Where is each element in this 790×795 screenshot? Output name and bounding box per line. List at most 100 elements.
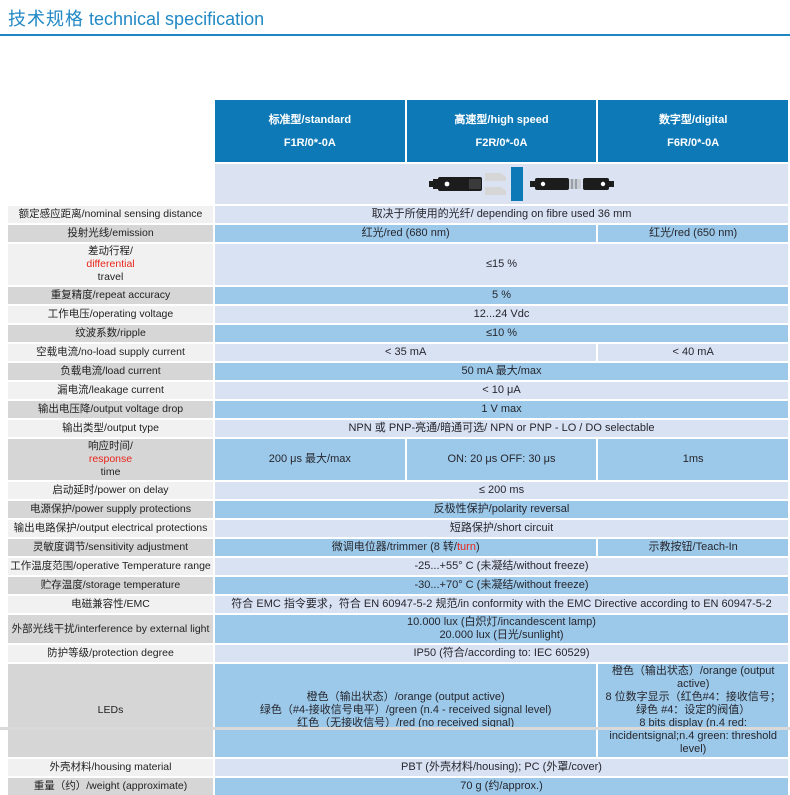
spec-table: 标准型/standard F1R/0*-0A 高速型/high speed F2…	[8, 100, 788, 795]
spec-row-label: 重量（约）/weight (approximate)	[8, 778, 213, 795]
spec-table-wrapper: 标准型/standard F1R/0*-0A 高速型/high speed F2…	[8, 100, 788, 795]
spec-value-cell: 取决于所使用的光纤/ depending on fibre used 36 mm	[215, 206, 788, 223]
spec-value-line: 200 μs 最大/max	[268, 453, 351, 465]
spec-value-line: 微调电位器/trimmer (8 转/turn)	[331, 541, 480, 553]
spec-value-line: 橙色（输出状态）/orange (output active)	[611, 665, 775, 690]
header-spacer	[8, 100, 213, 162]
spec-value-line: 红色（无接收信号）/red (no received signal)	[297, 717, 515, 729]
spec-value-line: 1 V max	[481, 403, 522, 415]
spec-value-cell: 红光/red (650 nm)	[598, 225, 788, 242]
spec-value-cell: -25...+55° C (未凝结/without freeze)	[215, 558, 788, 575]
header-model-f6r: F6R/0*-0A	[667, 137, 720, 149]
spec-row-label: 输出电压降/output voltage drop	[8, 401, 213, 418]
header-model-f2r: F2R/0*-0A	[475, 137, 528, 149]
spec-value-line: 取决于所使用的光纤/ depending on fibre used 36 mm	[371, 208, 632, 220]
spec-row-label: 启动延时/power on delay	[8, 482, 213, 499]
page-title-en: technical specification	[89, 9, 265, 29]
spec-value-line: 1ms	[682, 453, 704, 465]
spec-value-line: ≤ 200 ms	[478, 484, 525, 496]
spec-value-cell: 10.000 lux (白炽灯/incandescent lamp) 20.000…	[215, 615, 788, 643]
header-column-high-speed: 高速型/high speed F2R/0*-0A	[406, 100, 597, 162]
spec-value-line: < 35 mA	[385, 346, 427, 358]
spec-value-cell: ≤ 200 ms	[215, 482, 788, 499]
spec-row-label: 漏电流/leakage current	[8, 382, 213, 399]
spec-value-cell: 12...24 Vdc	[215, 306, 788, 323]
page-title: 技术规格 technical specification	[0, 0, 790, 36]
spec-value-line: 红光/red (650 nm)	[649, 227, 738, 239]
spec-value-cell: -30...+70° C (未凝结/without freeze)	[215, 577, 788, 594]
spec-row-label: 电源保护/power supply protections	[8, 501, 213, 518]
spec-value-line: 70 g (约/approx.)	[460, 780, 543, 792]
spec-value-cell: 5 %	[215, 287, 788, 304]
spec-row-label: 响应时间/response time	[8, 439, 213, 480]
spec-value-line: 12...24 Vdc	[473, 308, 530, 320]
spec-row-label: 贮存温度/storage temperature	[8, 577, 213, 594]
spec-row-label: 工作电压/operating voltage	[8, 306, 213, 323]
highlighted-text: response	[88, 453, 133, 465]
spec-value-line: 50 mA 最大/max	[461, 365, 542, 377]
header-type-digital: 数字型/digital	[658, 114, 728, 126]
spec-value-line: 符合 EMC 指令要求，符合 EN 60947-5-2 规范/in confor…	[231, 598, 772, 610]
header-type-high-speed: 高速型/high speed	[454, 114, 549, 126]
spec-row-label: 重复精度/repeat accuracy	[8, 287, 213, 304]
spec-value-line: 5 %	[492, 289, 511, 301]
spec-value-cell: 示教按钮/Teach-In	[598, 539, 788, 556]
spec-value-cell: IP50 (符合/according to: IEC 60529)	[215, 645, 788, 662]
spec-value-cell: ≤10 %	[215, 325, 788, 342]
spec-value-cell: 橙色（输出状态）/orange (output active) 8 位数字显示（红…	[598, 664, 788, 757]
spec-value-cell: 符合 EMC 指令要求，符合 EN 60947-5-2 规范/in confor…	[215, 596, 788, 613]
spec-value-line: < 40 mA	[672, 346, 714, 358]
spec-value-line: -25...+55° C (未凝结/without freeze)	[414, 560, 589, 572]
spec-value-cell: 微调电位器/trimmer (8 转/turn)	[215, 539, 597, 556]
spec-value-line: ≤15 %	[485, 258, 518, 270]
spec-value-cell: NPN 或 PNP-亮通/暗通可选/ NPN or PNP - LO / DO …	[215, 420, 788, 437]
spec-value-cell: 1 V max	[215, 401, 788, 418]
highlighted-text: turn	[456, 541, 476, 553]
spec-value-line: -30...+70° C (未凝结/without freeze)	[414, 579, 589, 591]
spec-value-line: 短路保护/short circuit	[449, 522, 554, 534]
spec-value-line: 10.000 lux (白炽灯/incandescent lamp)	[407, 616, 596, 628]
spec-value-line: ON: 20 μs OFF: 30 μs	[447, 453, 556, 465]
spec-row-label: 防护等级/protection degree	[8, 645, 213, 662]
header-type-standard: 标准型/standard	[268, 114, 352, 126]
spec-value-cell: 反极性保护/polarity reversal	[215, 501, 788, 518]
spec-value-cell: 70 g (约/approx.)	[215, 778, 788, 795]
spec-row-label: 投射光线/emission	[8, 225, 213, 242]
spec-value-line: 绿色（#4-接收信号电平）/green (n.4 - received sign…	[259, 704, 552, 716]
spec-row-label: 额定感应距离/nominal sensing distance	[8, 206, 213, 223]
spec-value-line: ≤10 %	[485, 327, 518, 339]
spec-row-label: 灵敏度调节/sensitivity adjustment	[8, 539, 213, 556]
spec-row-label: 纹波系数/ripple	[8, 325, 213, 342]
spec-value-line: NPN 或 PNP-亮通/暗通可选/ NPN or PNP - LO / DO …	[348, 422, 655, 434]
header-column-standard: 标准型/standard F1R/0*-0A	[215, 100, 405, 162]
spec-value-line: PBT (外壳材料/housing); PC (外罩/cover)	[401, 761, 602, 773]
spec-value-cell: < 35 mA	[215, 344, 597, 361]
spec-row-label: 外壳材料/housing material	[8, 759, 213, 776]
spec-value-line: 红光/red (680 nm)	[361, 227, 450, 239]
spec-value-line: 8 位数字显示（红色#4：接收信号；绿色 #4：设定的阀值）	[605, 691, 781, 716]
spec-value-line: 反极性保护/polarity reversal	[433, 503, 570, 515]
image-row-spacer	[8, 164, 213, 204]
spec-value-line: IP50 (符合/according to: IEC 60529)	[413, 647, 590, 659]
header-column-digital: 数字型/digital F6R/0*-0A	[598, 100, 788, 162]
spec-row-label: 输出电路保护/output electrical protections	[8, 520, 213, 537]
spec-value-cell: PBT (外壳材料/housing); PC (外罩/cover)	[215, 759, 788, 776]
spec-row-label: 输出类型/output type	[8, 420, 213, 437]
spec-row-label: 工作温度范围/operative Temperature range	[8, 558, 213, 575]
spec-row-label: 空载电流/no-load supply current	[8, 344, 213, 361]
bottom-divider	[0, 727, 790, 730]
product-image-row	[215, 164, 788, 204]
highlighted-text: differential	[86, 258, 135, 270]
spec-value-line: 20.000 lux (日光/sunlight)	[439, 629, 564, 641]
spec-value-cell: 200 μs 最大/max	[215, 439, 405, 480]
header-model-f1r: F1R/0*-0A	[283, 137, 336, 149]
spec-value-line: 橙色（输出状态）/orange (output active)	[306, 691, 505, 703]
spec-value-cell: 1ms	[598, 439, 788, 480]
spec-row-label: 差动行程/differential travel	[8, 244, 213, 285]
spec-value-cell: 短路保护/short circuit	[215, 520, 788, 537]
spec-value-cell: ON: 20 μs OFF: 30 μs	[406, 439, 597, 480]
spec-row-label: 负载电流/load current	[8, 363, 213, 380]
spec-value-cell: < 40 mA	[598, 344, 788, 361]
spec-value-cell: 50 mA 最大/max	[215, 363, 788, 380]
spec-value-cell: 红光/red (680 nm)	[215, 225, 597, 242]
